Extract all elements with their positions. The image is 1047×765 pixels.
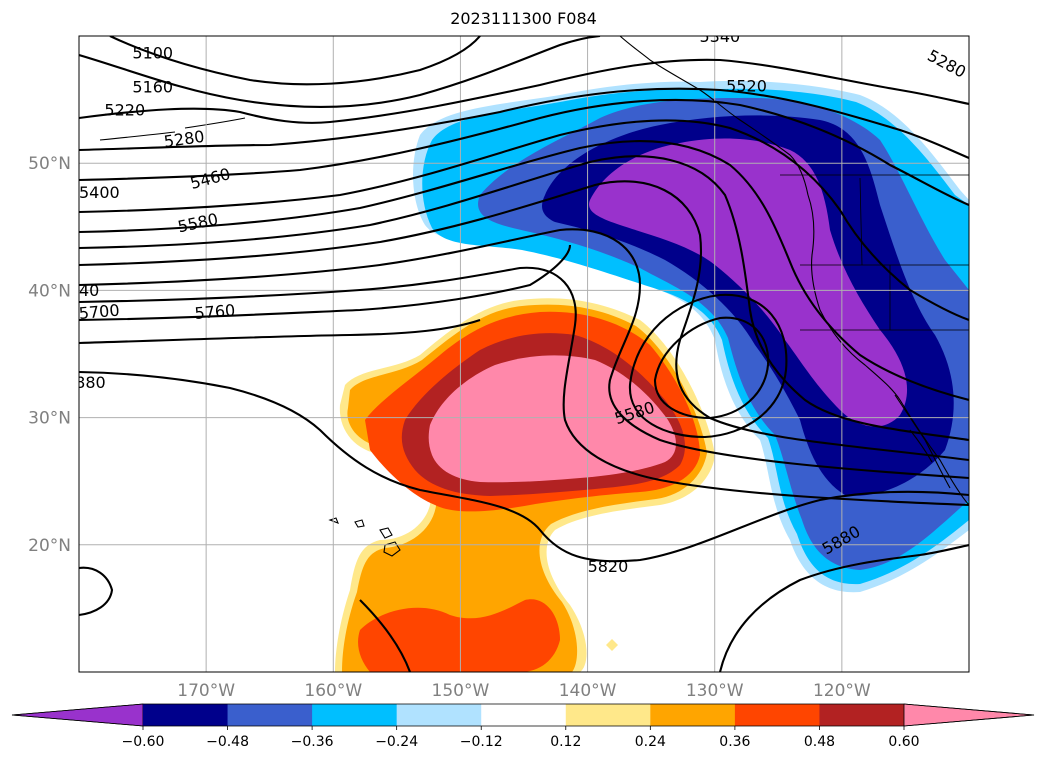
contour-line (718, 543, 969, 672)
height-contours (79, 36, 969, 672)
longitude-tick-label: 130°W (686, 681, 744, 701)
colorbar (11, 703, 1035, 727)
contour-line (359, 599, 411, 672)
contour-label: 5880 (65, 373, 106, 392)
longitude-tick-label: 140°W (559, 681, 617, 701)
colorbar-bin (734, 704, 820, 726)
colorbar-tick-label: −0.24 (375, 734, 418, 750)
latitude-tick-label: 40°N (28, 281, 71, 301)
colorbar-tick-label: 0.48 (804, 734, 835, 750)
map-title: 2023111300 F084 (450, 9, 597, 28)
colorbar-tick-label: 0.12 (550, 734, 581, 750)
coastlines (99, 36, 969, 557)
contour-label: 40 (79, 281, 99, 300)
contour-line (79, 370, 969, 563)
anomaly-fill-purple (589, 138, 908, 427)
colorbar-tick-label: 0.36 (719, 734, 750, 750)
longitude-tick-label: 150°W (432, 681, 490, 701)
colorbar-bin (143, 704, 229, 726)
colorbar-bin (819, 704, 905, 726)
contour-label: 5340 (699, 27, 740, 46)
gridlines (79, 36, 969, 672)
longitude-tick-label: 170°W (177, 681, 235, 701)
aleutian-islands (99, 117, 246, 141)
contour-label: 5700 (78, 301, 120, 323)
contour-line (79, 244, 572, 322)
latitude-tick-label: 50°N (28, 154, 71, 174)
colorbar-tick-label: 0.60 (888, 734, 919, 750)
colorbar-under-arrow (11, 703, 144, 727)
colorbar-bin (396, 704, 482, 726)
longitude-tick-label: 120°W (813, 681, 871, 701)
hawaii-islands (328, 517, 401, 557)
contour-label: 5220 (104, 101, 145, 120)
colorbar-tick-label: 0.24 (635, 734, 666, 750)
anomaly-fill-spot (606, 639, 618, 651)
contour-line (79, 319, 481, 345)
colorbar-over-arrow (903, 703, 1035, 727)
colorbar-tick-label: −0.12 (460, 734, 503, 750)
north-america-west-coast (807, 194, 969, 506)
contour-line (79, 140, 969, 402)
colorbar-bin (227, 704, 313, 726)
colorbar-bin (565, 704, 651, 726)
longitude-tick-labels: 170°W 160°W 150°W 140°W 130°W 120°W (177, 681, 871, 701)
colorbar-tick-label: −0.60 (122, 734, 165, 750)
anomaly-fill-redorange-south (358, 599, 560, 672)
contour-label: 5400 (79, 183, 120, 202)
latitude-tick-label: 30°N (28, 409, 71, 429)
contour-line (79, 566, 114, 617)
colorbar-bin (312, 704, 398, 726)
colorbar-bin (650, 704, 736, 726)
contour-label: 5520 (726, 76, 767, 95)
contour-line (79, 155, 969, 442)
colorbar-bin (481, 704, 567, 726)
longitude-tick-label: 160°W (304, 681, 362, 701)
negative-anomaly-region (413, 80, 969, 593)
contour-line (79, 58, 969, 124)
contour-line (79, 36, 601, 109)
contour-line (79, 87, 969, 159)
contour-line (109, 36, 481, 86)
contour-line (79, 119, 969, 321)
contour-line (79, 228, 969, 480)
contour-line-closed (628, 293, 788, 439)
alaska-coast (619, 36, 809, 196)
contour-label: 5100 (132, 43, 173, 62)
map-border (78, 35, 970, 673)
state-border-lines (780, 174, 969, 331)
colorbar-tick-label: −0.48 (206, 734, 249, 750)
contour-label: 5820 (588, 557, 629, 576)
colorbar-tick-label: −0.36 (291, 734, 334, 750)
contour-label: 5160 (132, 78, 173, 97)
contour-line (79, 180, 969, 462)
contour-label: 5760 (194, 301, 236, 323)
colorbar-tick-labels: −0.60 −0.48 −0.36 −0.24 −0.12 0.12 0.24 0.36 0.4… (122, 726, 920, 750)
contour-line-closed (653, 316, 770, 420)
contour-line (79, 266, 969, 507)
anomaly-fill-pink (428, 355, 676, 483)
contour-line (79, 98, 969, 206)
latitude-tick-labels: 20°N 30°N 40°N 50°N (28, 154, 71, 556)
latitude-tick-label: 20°N (28, 536, 71, 556)
